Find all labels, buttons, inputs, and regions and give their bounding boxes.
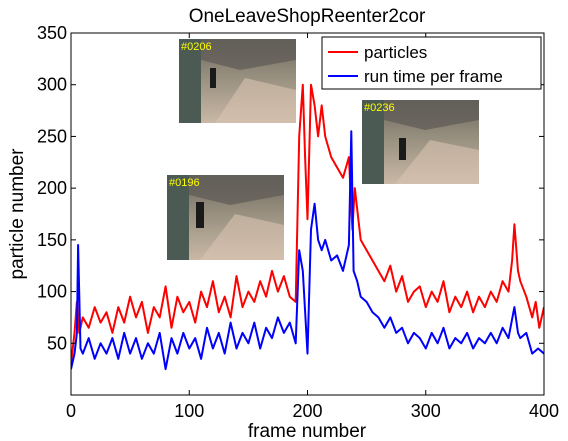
y-tick-label: 300 bbox=[37, 75, 67, 95]
y-tick-label: 250 bbox=[37, 126, 67, 146]
inset-label-0206: #0206 bbox=[181, 41, 212, 53]
x-axis-label: frame number bbox=[248, 421, 367, 441]
inset-label-0236: #0236 bbox=[364, 102, 395, 114]
x-tick-label: 200 bbox=[292, 401, 322, 421]
x-tick-label: 0 bbox=[66, 401, 76, 421]
inset-photo-0206: #0206 bbox=[179, 39, 296, 123]
chart-title: OneLeaveShopReenter2cor bbox=[189, 6, 426, 27]
legend-box bbox=[321, 36, 542, 90]
legend-label-run-time-per-frame: run time per frame bbox=[364, 67, 503, 86]
series-line-run-time-per-frame bbox=[71, 130, 544, 371]
inset-photo-0196: #0196 bbox=[167, 175, 284, 260]
legend-label-particles: particles bbox=[364, 43, 427, 62]
series-line-particles bbox=[71, 83, 544, 365]
y-tick-label: 350 bbox=[37, 23, 67, 43]
inset-label-0196: #0196 bbox=[169, 177, 200, 189]
y-axis-label: particle number bbox=[7, 148, 28, 280]
x-tick-label: 400 bbox=[529, 401, 559, 421]
y-tick-label: 150 bbox=[37, 230, 67, 250]
x-axis: 0 100 200 300 400 bbox=[66, 33, 559, 421]
x-tick-label: 300 bbox=[411, 401, 441, 421]
y-tick-label: 100 bbox=[37, 282, 67, 302]
y-axis: 50 100 150 200 250 300 350 bbox=[37, 23, 544, 353]
legend: particles run time per frame bbox=[321, 36, 542, 90]
x-tick-label: 100 bbox=[174, 401, 204, 421]
inset-photo-0236: #0236 bbox=[362, 100, 479, 184]
y-tick-label: 200 bbox=[37, 178, 67, 198]
y-tick-label: 50 bbox=[47, 333, 67, 353]
